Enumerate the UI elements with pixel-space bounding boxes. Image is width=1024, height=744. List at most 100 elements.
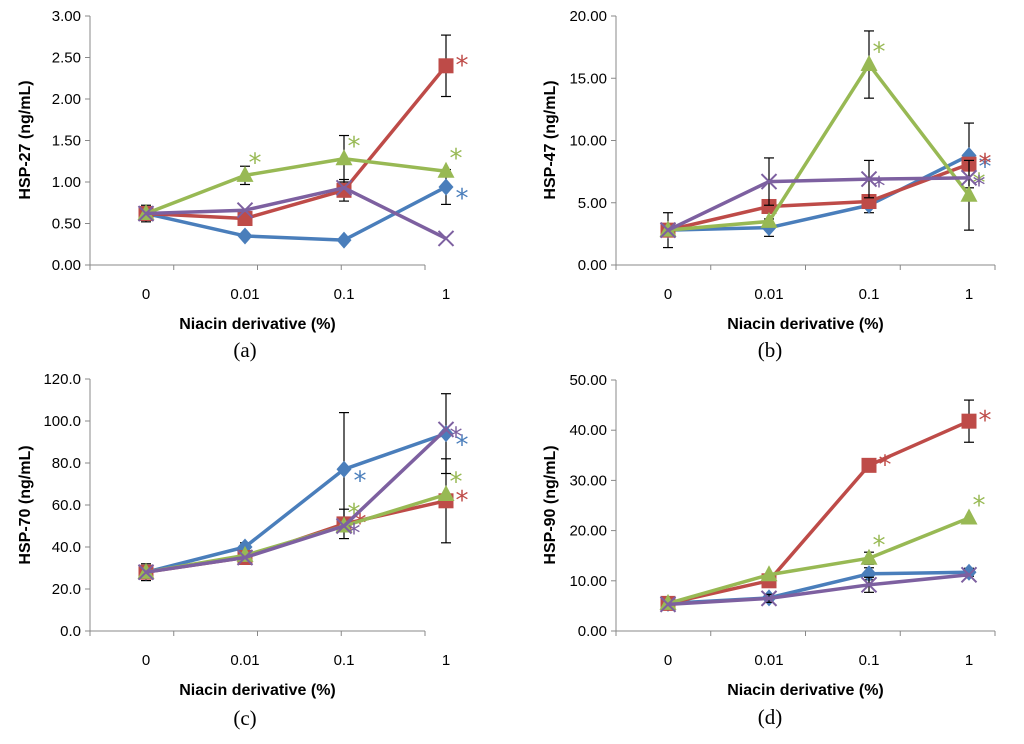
significance-star: * xyxy=(450,468,463,498)
y-tick-label: 60.0 xyxy=(52,497,81,514)
series-4 xyxy=(137,179,455,247)
series-1: ** xyxy=(138,393,469,582)
series-line xyxy=(667,516,970,606)
y-tick-label: 120.0 xyxy=(43,371,81,388)
data-point xyxy=(860,548,878,565)
data-point xyxy=(137,205,155,222)
x-tick-label: 0 xyxy=(664,286,672,303)
data-point xyxy=(137,563,155,581)
x-tick-label: 1 xyxy=(442,286,450,303)
data-point xyxy=(760,211,778,228)
x-tick-label: 0.1 xyxy=(859,652,880,669)
data-point xyxy=(961,563,977,581)
data-point xyxy=(438,178,454,196)
series-3: ** xyxy=(659,491,986,610)
series-line xyxy=(667,162,970,232)
x-tick-label: 0.1 xyxy=(334,652,355,669)
y-tick-label: 20.0 xyxy=(52,581,81,598)
data-point xyxy=(760,565,778,582)
x-tick-label: 1 xyxy=(442,652,450,669)
series-4 xyxy=(659,566,978,613)
x-tick-label: 0 xyxy=(664,652,672,669)
x-tick-label: 0.1 xyxy=(859,286,880,303)
series-line xyxy=(145,186,447,241)
series-line xyxy=(667,176,970,232)
significance-star: * xyxy=(879,450,892,480)
x-tick-label: 1 xyxy=(965,652,973,669)
y-tick-label: 10.00 xyxy=(569,133,607,150)
significance-star: * xyxy=(450,422,463,452)
significance-star: * xyxy=(979,149,992,179)
data-point xyxy=(960,169,978,187)
significance-star: * xyxy=(873,172,886,202)
y-tick-label: 0.50 xyxy=(52,216,81,233)
data-point xyxy=(236,549,254,566)
significance-star: * xyxy=(456,486,469,516)
y-tick-label: 2.00 xyxy=(52,91,81,108)
series-line xyxy=(667,573,970,607)
significance-star: * xyxy=(973,168,986,198)
chart-panel-3: 0.0 20.0 40.0 60.0 80.0 100.0 120.0 0 0.01 0.1 1 Ni… xyxy=(17,371,469,730)
panel-label: (b) xyxy=(758,338,783,362)
data-point xyxy=(960,508,978,525)
data-point xyxy=(438,425,454,443)
y-axis-title: HSP-47 (ng/mL) xyxy=(542,80,559,199)
data-point xyxy=(335,149,353,166)
series-line xyxy=(145,431,447,574)
data-point xyxy=(659,221,677,239)
data-point xyxy=(437,485,455,501)
data-point xyxy=(761,198,777,214)
data-point xyxy=(335,517,353,535)
series-4: ** xyxy=(659,157,986,239)
series-line xyxy=(667,419,970,606)
series-line xyxy=(667,153,970,232)
x-tick-label: 0.01 xyxy=(754,286,783,303)
data-point xyxy=(336,231,352,249)
significance-star: * xyxy=(456,431,469,461)
data-point xyxy=(237,227,253,245)
y-tick-label: 1.50 xyxy=(52,133,81,150)
series-line xyxy=(145,64,448,221)
y-tick-label: 40.0 xyxy=(52,539,81,556)
y-tick-label: 2.50 xyxy=(52,50,81,67)
data-point xyxy=(336,460,352,478)
data-point xyxy=(861,457,877,473)
significance-star: * xyxy=(354,509,367,539)
y-tick-label: 15.00 xyxy=(569,70,607,87)
significance-star: * xyxy=(973,491,986,521)
data-point xyxy=(760,590,778,607)
data-point xyxy=(659,596,677,613)
x-axis-title: Niacin derivative (%) xyxy=(179,682,336,699)
data-point xyxy=(438,58,454,74)
panel-label: (c) xyxy=(233,706,256,730)
y-tick-label: 30.00 xyxy=(569,472,607,489)
y-tick-label: 20.00 xyxy=(569,8,607,25)
significance-star: * xyxy=(973,171,986,201)
series-line xyxy=(667,570,970,606)
chart-panel-1: 0.00 0.50 1.00 1.50 2.00 2.50 3.00 0 0.01 0.1 1 Nia… xyxy=(17,8,469,362)
y-tick-label: 100.0 xyxy=(43,413,81,430)
data-point xyxy=(760,173,778,190)
series-1: * xyxy=(138,168,469,249)
y-tick-label: 10.00 xyxy=(569,573,607,590)
x-tick-label: 0.01 xyxy=(230,652,259,669)
series-2: ** xyxy=(660,399,992,611)
y-tick-label: 3.00 xyxy=(52,8,81,25)
data-point xyxy=(861,565,877,583)
significance-star: * xyxy=(348,132,361,162)
significance-star: * xyxy=(354,466,367,496)
series-line xyxy=(667,62,971,232)
y-tick-label: 40.00 xyxy=(569,422,607,439)
x-tick-label: 0 xyxy=(142,286,150,303)
y-tick-label: 50.00 xyxy=(569,372,607,389)
data-point xyxy=(236,165,254,182)
significance-star: * xyxy=(456,184,469,214)
series-line xyxy=(145,428,448,574)
data-point xyxy=(437,421,455,438)
y-axis-title: HSP-90 (ng/mL) xyxy=(542,445,559,564)
series-1 xyxy=(660,563,977,612)
data-point xyxy=(437,230,455,247)
series-4: ** xyxy=(137,421,463,581)
